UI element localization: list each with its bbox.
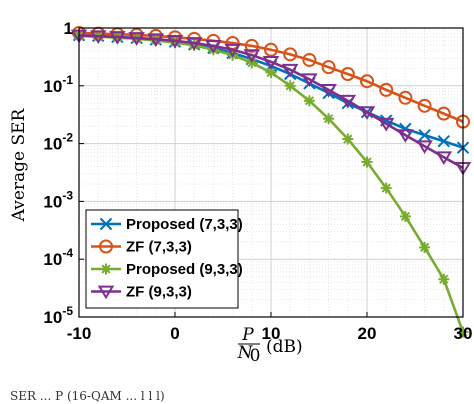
legend-label: ZF (9,3,3) (126, 284, 192, 301)
data-point (340, 67, 355, 82)
x-axis-label-numerator: P (241, 325, 254, 345)
data-point (185, 37, 203, 51)
data-point (281, 63, 299, 78)
data-point (109, 31, 126, 45)
y-tick-label: 10-2 (43, 131, 73, 154)
data-point (377, 117, 395, 132)
y-tick-label: 10-4 (43, 246, 73, 269)
data-point (358, 106, 376, 120)
data-point (284, 80, 296, 92)
series-layer (70, 25, 472, 338)
data-point (397, 129, 414, 143)
legend-entry: ZF (7,3,3) (91, 239, 192, 256)
legend-label: Proposed (9,3,3) (126, 261, 243, 278)
tick-labels: -10 0 10 20 30 10-5 10-4 10-3 10-2 10-1 1 (43, 19, 472, 343)
data-point (379, 82, 394, 97)
data-point (418, 128, 431, 142)
data-point (419, 241, 431, 253)
data-point (147, 33, 165, 47)
data-point (303, 95, 315, 107)
caption-fragment: SER ... P (16-QAM ... l l l) (10, 389, 165, 403)
data-point (435, 151, 453, 166)
data-point (320, 84, 337, 98)
legend-marker (99, 217, 113, 231)
x-axis-label-unit: (dB) (266, 337, 303, 357)
data-point (243, 49, 261, 63)
data-point (342, 133, 354, 145)
data-point (398, 90, 413, 105)
legend-label: Proposed (7,3,3) (126, 216, 243, 233)
y-tick-label: 10-5 (43, 304, 73, 327)
x-tick-label: -10 (67, 324, 92, 343)
data-point (437, 135, 451, 148)
data-point (264, 42, 278, 57)
x-tick-label: 0 (170, 324, 179, 343)
data-point (323, 113, 335, 125)
legend-entry: Proposed (9,3,3) (91, 261, 243, 278)
data-point (416, 140, 433, 155)
data-point (262, 55, 280, 70)
x-axis-label: P N 0 (dB) (237, 325, 303, 366)
y-axis-label: Average SER (9, 107, 29, 222)
legend: Proposed (7,3,3) ZF (7,3,3) Proposed (9,3,… (85, 209, 243, 309)
y-tick-label: 10-1 (43, 73, 73, 96)
x-axis-label-denominator-sub: 0 (250, 346, 261, 366)
data-point (244, 38, 259, 53)
x-tick-label: 20 (358, 324, 377, 343)
data-point (89, 30, 107, 45)
legend-entry: ZF (9,3,3) (91, 284, 192, 301)
data-point (361, 156, 373, 168)
data-point (302, 52, 317, 67)
data-point (438, 273, 450, 285)
data-point (417, 98, 432, 113)
data-point (380, 182, 392, 194)
data-point (283, 47, 298, 62)
x-axis-label-denominator: N (237, 343, 254, 363)
y-tick-label: 1 (64, 19, 73, 38)
data-point (436, 106, 451, 121)
data-point (205, 40, 222, 54)
data-point (128, 32, 145, 46)
data-point (321, 60, 336, 75)
data-point (399, 210, 411, 222)
data-point (457, 326, 469, 338)
legend-label: ZF (7,3,3) (126, 239, 192, 256)
x-tick-label: 10 (262, 324, 281, 343)
data-point (339, 94, 357, 109)
data-point (224, 43, 241, 58)
legend-entry: Proposed (7,3,3) (91, 216, 243, 233)
data-point (166, 34, 184, 49)
legend-marker (100, 263, 112, 275)
data-point (360, 74, 374, 89)
legend-marker (99, 239, 113, 254)
series-3 (70, 29, 472, 176)
y-tick-label: 10-3 (43, 188, 73, 211)
legend-marker (97, 285, 115, 300)
x-tick-label: 30 (454, 324, 473, 343)
data-point (301, 73, 318, 87)
